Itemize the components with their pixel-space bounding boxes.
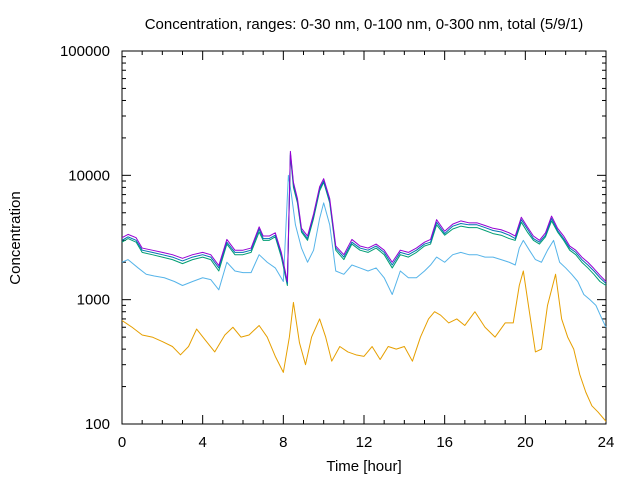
- series-line-4: [121, 152, 607, 284]
- x-axis-label: Time [hour]: [326, 458, 401, 475]
- series-line-5: [121, 150, 607, 282]
- x-tick-label: 24: [598, 434, 615, 451]
- series-layer: [121, 150, 607, 422]
- y-tick-label: 10000: [68, 167, 110, 184]
- series-line-2: [121, 174, 607, 328]
- plot-frame: [121, 50, 607, 425]
- x-tick-label: 12: [356, 434, 373, 451]
- chart-title: Concentration, ranges: 0-30 nm, 0-100 nm…: [145, 16, 584, 33]
- y-tick-label: 100000: [60, 43, 110, 60]
- y-axis-label: Concentration: [7, 191, 24, 284]
- x-tick-label: 0: [118, 434, 126, 451]
- x-tick-label: 16: [436, 434, 453, 451]
- y-tick-label: 1000: [77, 292, 110, 309]
- y-tick-label: 100: [85, 416, 110, 433]
- x-tick-label: 20: [517, 434, 534, 451]
- series-line-1: [121, 270, 607, 422]
- x-tick-label: 4: [198, 434, 206, 451]
- x-tick-label: 8: [279, 434, 287, 451]
- series-line-3: [121, 154, 607, 286]
- ticks-layer: 0 4 8 12 16 20 24 100 1000 10000 100000: [60, 43, 614, 451]
